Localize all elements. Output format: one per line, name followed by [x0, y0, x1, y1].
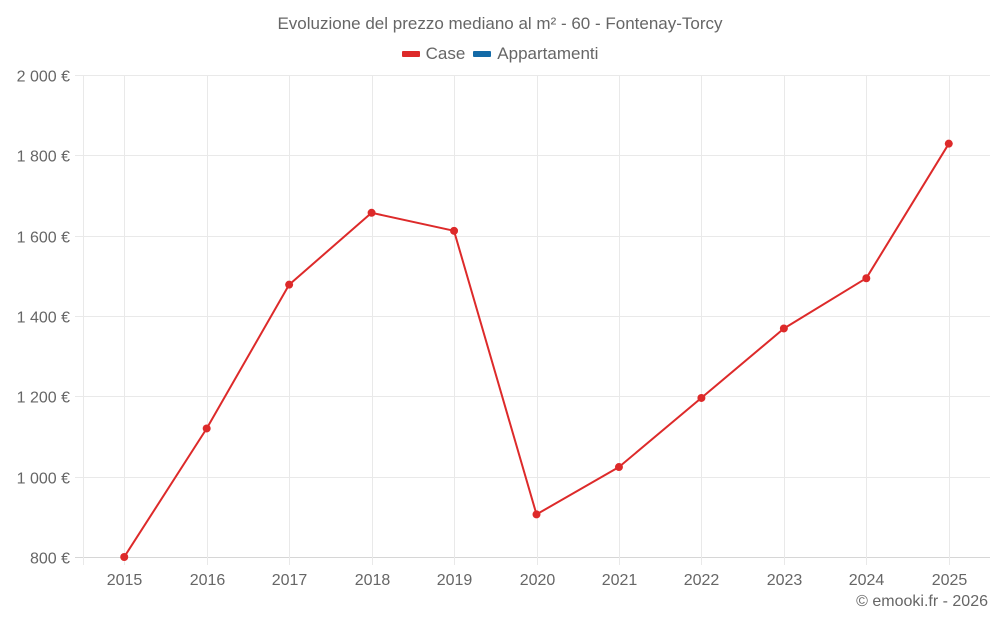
y-tick-label: 1 000 €	[17, 471, 70, 488]
x-tick-label: 2019	[437, 572, 473, 589]
legend-label-appartamenti: Appartamenti	[497, 44, 599, 63]
data-point[interactable]	[944, 139, 953, 148]
series-case	[120, 139, 953, 561]
x-tick-label: 2025	[932, 572, 968, 589]
y-tick-label: 2 000 €	[17, 69, 70, 86]
x-tick-label: 2020	[520, 572, 556, 589]
y-tick-label: 1 600 €	[17, 230, 70, 247]
x-tick-label: 2022	[684, 572, 720, 589]
data-point[interactable]	[862, 274, 871, 283]
legend-label-case: Case	[425, 44, 466, 63]
data-point[interactable]	[285, 280, 294, 289]
y-tick-label: 1 200 €	[17, 390, 70, 407]
chart-title: Evoluzione del prezzo mediano al m² - 60…	[277, 14, 723, 33]
data-point[interactable]	[779, 324, 788, 333]
y-tick-label: 800 €	[30, 551, 70, 568]
data-point[interactable]	[367, 208, 376, 217]
data-point[interactable]	[450, 226, 459, 235]
series-line-case	[123, 143, 950, 558]
data-point[interactable]	[120, 553, 129, 561]
x-tick-label: 2021	[602, 572, 638, 589]
legend-item-appartamenti[interactable]: Appartamenti	[473, 44, 598, 64]
y-tick-label: 1 800 €	[17, 149, 70, 166]
x-tick-label: 2018	[355, 572, 391, 589]
legend-item-case[interactable]: Case	[401, 44, 466, 64]
x-tick-label: 2015	[107, 572, 143, 589]
x-tick-label: 2024	[849, 572, 885, 589]
data-point[interactable]	[532, 510, 541, 519]
legend-swatch-appartamenti	[473, 51, 492, 57]
x-axis: 2015 2016 2017 2018 2019 2020 2021 2022 2023 2024…	[107, 572, 968, 589]
legend: Case Appartamenti	[0, 44, 1000, 64]
data-point[interactable]	[614, 463, 623, 472]
data-point[interactable]	[697, 393, 706, 402]
y-axis: 800 € 1 000 € 1 200 € 1 400 € 1 600 € 1 800 €…	[17, 69, 70, 568]
x-tick-label: 2017	[272, 572, 308, 589]
legend-swatch-case	[401, 51, 420, 57]
x-tick-label: 2016	[190, 572, 226, 589]
credit-text: © emooki.fr - 2026	[856, 593, 988, 610]
y-tick-label: 1 400 €	[17, 310, 70, 327]
data-point[interactable]	[202, 424, 211, 433]
x-tick-label: 2023	[767, 572, 803, 589]
grid-lines	[75, 75, 990, 565]
